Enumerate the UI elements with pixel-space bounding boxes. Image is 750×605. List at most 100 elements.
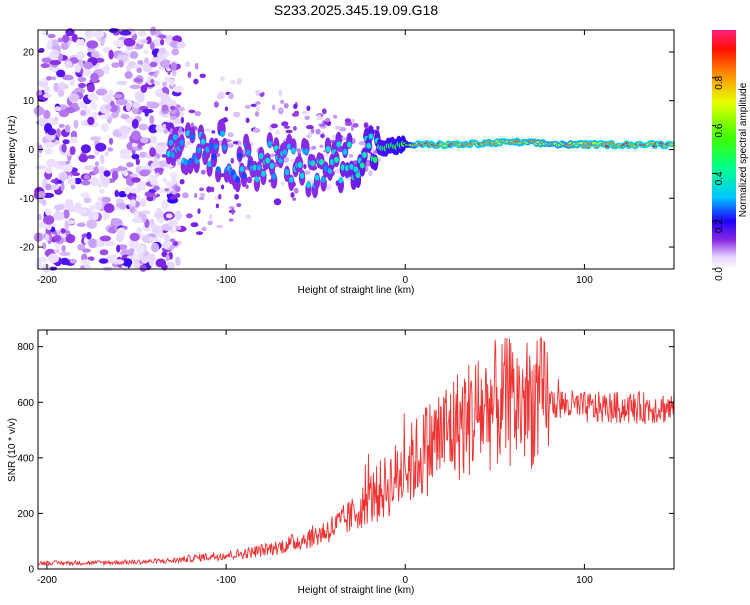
heatmap-scatter-blob	[224, 106, 228, 112]
heatmap-noise-blob	[103, 203, 115, 214]
colorbar: 0.0 0.2 0.4 0.6 0.8 Normalized spectral ampl…	[712, 30, 749, 281]
heatmap-noise-blob	[59, 257, 70, 265]
heatmap-scatter-blob	[174, 185, 181, 193]
heatmap-noise-blob	[61, 245, 66, 252]
heatmap-noise-blob	[74, 202, 82, 212]
heatmap-scatter-blob	[166, 213, 173, 219]
heatmap-ridge-core	[314, 174, 320, 181]
heatmap-ridge-core	[170, 151, 176, 159]
heatmap-scatter-blob	[229, 80, 236, 85]
heatmap-scatter-blob	[272, 104, 276, 111]
heatmap-ridge-core	[269, 162, 275, 169]
colorbar-tick-label: 0.6	[714, 123, 725, 137]
heatmap-noise-blob	[175, 256, 181, 266]
spectrogram-y-ticks: 20 10 0 -10 -20	[20, 47, 674, 254]
heatmap-noise-blob	[142, 235, 154, 244]
heatmap-ridge-core	[278, 157, 283, 164]
heatmap-noise-blob	[109, 104, 118, 113]
heatmap-ridge-core	[323, 165, 329, 172]
heatmap-noise-blob	[89, 177, 100, 187]
heatmap-noise-blob	[99, 154, 105, 164]
heatmap-noise-blob	[71, 172, 80, 177]
heatmap-noise-blob	[58, 123, 65, 128]
heatmap-noise-blob	[143, 48, 149, 55]
heatmap-ridge-core	[258, 153, 264, 160]
heatmap-noise-blob	[108, 49, 114, 60]
heatmap-ridge-core	[261, 170, 266, 177]
heatmap-noise-blob	[109, 28, 118, 34]
y-tick-label: -20	[20, 243, 35, 254]
heatmap-noise-blob	[60, 228, 66, 234]
heatmap-scatter-blob	[234, 193, 240, 200]
heatmap-noise-blob	[116, 227, 126, 237]
heatmap-noise-blob	[59, 151, 71, 156]
heatmap-noise-blob	[177, 240, 182, 245]
heatmap-ridge-core	[288, 176, 294, 183]
heatmap-scatter-blob	[206, 186, 212, 193]
heatmap-noise-blob	[99, 188, 105, 194]
heatmap-noise-blob	[64, 198, 74, 209]
heatmap-scatter-blob	[171, 190, 177, 195]
heatmap-noise-blob	[103, 170, 111, 177]
x-tick-label: 100	[576, 575, 593, 586]
heatmap-ridge-core	[297, 161, 303, 168]
heatmap-ridge-core	[166, 150, 172, 157]
heatmap-noise-blob	[46, 158, 57, 168]
heatmap-noise-blob	[132, 253, 141, 260]
heatmap-scatter-blob	[376, 125, 380, 131]
heatmap-noise-blob	[35, 260, 42, 269]
heatmap-noise-blob	[80, 109, 87, 117]
heatmap-noise-blob	[54, 177, 59, 185]
heatmap-ridge-core	[265, 157, 271, 164]
heatmap-noise-blob	[155, 258, 167, 268]
heatmap-noise-blob	[141, 213, 147, 223]
heatmap-noise-blob	[141, 39, 148, 44]
heatmap-ridge-core	[196, 147, 202, 154]
heatmap-scatter-blob	[291, 112, 299, 117]
heatmap-noise-blob	[64, 106, 76, 114]
heatmap-noise-blob	[142, 108, 154, 114]
heatmap-scatter-blob	[363, 122, 369, 129]
snr-y-label: SNR (10 * v/v)	[7, 418, 18, 482]
heatmap-scatter-blob	[296, 148, 302, 154]
heatmap-ridge-core	[291, 147, 296, 154]
figure-title: S233.2025.345.19.09.G18	[274, 2, 438, 18]
heatmap-noise-blob	[136, 92, 145, 103]
heatmap-scatter-blob	[270, 123, 278, 129]
heatmap-scatter-blob	[244, 104, 251, 109]
colorbar-tick-label: 0.8	[714, 75, 725, 89]
heatmap-scatter-blob	[231, 208, 235, 215]
heatmap-ridge-core	[310, 160, 316, 167]
heatmap-noise-blob	[169, 229, 177, 234]
heatmap-noise-blob	[93, 166, 99, 175]
y-tick-label: 800	[17, 342, 34, 353]
heatmap-ridge-core	[366, 142, 372, 149]
heatmap-noise-blob	[59, 251, 71, 256]
snr-plot-area	[38, 330, 674, 569]
heatmap-ridge-core	[321, 176, 326, 183]
heatmap-noise-blob	[169, 78, 175, 87]
heatmap-noise-blob	[95, 142, 107, 152]
heatmap-noise-blob	[111, 170, 119, 181]
heatmap-scatter-blob	[308, 131, 313, 138]
heatmap-scatter-blob	[162, 123, 167, 129]
heatmap-scatter-blob	[305, 125, 314, 130]
heatmap-noise-blob	[92, 210, 99, 221]
heatmap-noise-blob	[68, 93, 80, 103]
snr-x-ticks: -200 -100 0 100	[37, 330, 593, 586]
heatmap-scatter-blob	[310, 127, 315, 134]
heatmap-noise-blob	[131, 153, 140, 160]
heatmap-scatter-blob	[197, 208, 201, 215]
heatmap-scatter-blob	[278, 107, 283, 113]
heatmap-noise-blob	[98, 114, 110, 119]
heatmap-noise-blob	[88, 238, 97, 249]
heatmap-scatter-blob	[273, 198, 282, 206]
heatmap-noise-blob	[165, 261, 176, 271]
heatmap-scatter-blob	[201, 226, 207, 232]
heatmap-noise-blob	[149, 115, 155, 125]
heatmap-scatter-blob	[278, 89, 283, 97]
heatmap-noise-blob	[65, 234, 76, 244]
heatmap-scatter-blob	[232, 141, 239, 145]
heatmap-noise-blob	[122, 258, 133, 267]
